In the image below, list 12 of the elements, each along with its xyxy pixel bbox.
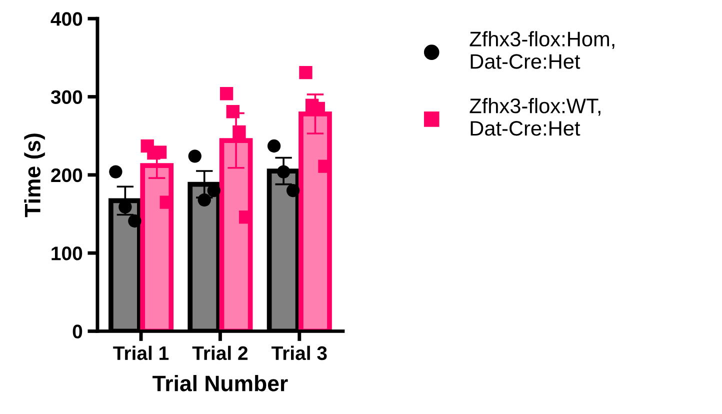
y-tick-label: 200 bbox=[51, 168, 82, 182]
x-tick-label: Trial 3 bbox=[272, 346, 327, 360]
y-tick-label: 300 bbox=[50, 90, 82, 104]
y-tick-label: 100 bbox=[52, 246, 82, 260]
x-tick-label: Trial 1 bbox=[113, 346, 169, 360]
legend-label: Zfhx3-flox:Hom, Dat-Cre:Het bbox=[470, 31, 614, 69]
x-axis-title: Trial Number bbox=[152, 375, 288, 392]
y-axis-title: Time (s) bbox=[24, 134, 45, 218]
x-tick-label: Trial 2 bbox=[192, 346, 248, 360]
y-tick-label: 400 bbox=[50, 12, 82, 26]
legend-label: Zfhx3-flox:WT, Dat-Cre:Het bbox=[470, 98, 600, 136]
y-tick-label: 0 bbox=[72, 324, 82, 338]
